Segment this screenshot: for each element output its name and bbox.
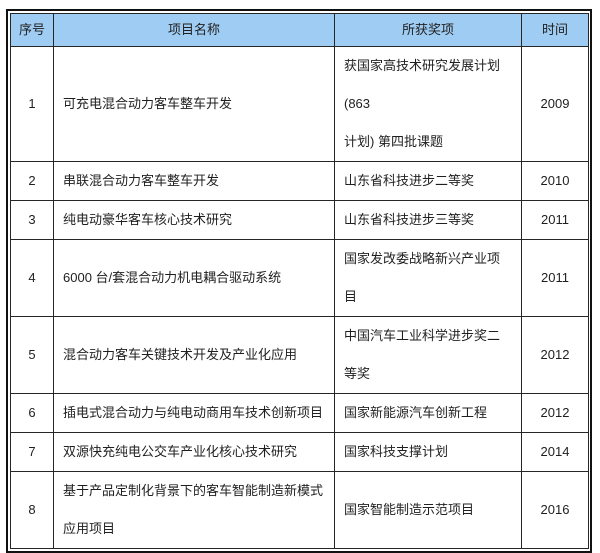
awards-table-frame: 序号 项目名称 所获奖项 时间 1 可充电混合动力客车整车开发 获国家高技术研究发展… (6, 9, 592, 553)
column-header-year: 时间 (521, 13, 589, 47)
cell-award: 国家智能制造示范项目 (334, 471, 522, 549)
table-row: 3 纯电动豪华客车核心技术研究 山东省科技进步三等奖 2011 (10, 200, 589, 240)
cell-year: 2011 (521, 200, 589, 240)
cell-award: 国家新能源汽车创新工程 (334, 393, 522, 433)
cell-index: 8 (10, 471, 54, 549)
column-header-award: 所获奖项 (334, 13, 522, 47)
table-row: 5 混合动力客车关键技术开发及产业化应用 中国汽车工业科学进步奖二等奖 2012 (10, 316, 589, 394)
cell-award: 山东省科技进步三等奖 (334, 200, 522, 240)
cell-name: 6000 台/套混合动力机电耦合驱动系统 (53, 239, 335, 317)
table-header: 序号 项目名称 所获奖项 时间 (10, 13, 589, 47)
cell-award: 获国家高技术研究发展计划(863 计划) 第四批课题 (334, 46, 522, 162)
cell-name: 基于产品定制化背景下的客车智能制造新模式 应用项目 (53, 471, 335, 549)
cell-name: 纯电动豪华客车核心技术研究 (53, 200, 335, 240)
cell-index: 5 (10, 316, 54, 394)
cell-index: 6 (10, 393, 54, 433)
cell-award: 山东省科技进步二等奖 (334, 161, 522, 201)
cell-index: 2 (10, 161, 54, 201)
table-row: 8 基于产品定制化背景下的客车智能制造新模式 应用项目 国家智能制造示范项目 2016 (10, 471, 589, 549)
cell-name: 双源快充纯电公交车产业化核心技术研究 (53, 432, 335, 472)
cell-index: 4 (10, 239, 54, 317)
cell-name: 插电式混合动力与纯电动商用车技术创新项目 (53, 393, 335, 433)
cell-year: 2014 (521, 432, 589, 472)
column-header-name: 项目名称 (53, 13, 335, 47)
cell-award: 国家科技支撑计划 (334, 432, 522, 472)
table-row: 1 可充电混合动力客车整车开发 获国家高技术研究发展计划(863 计划) 第四批课题… (10, 46, 589, 162)
cell-year: 2012 (521, 393, 589, 433)
cell-name: 串联混合动力客车整车开发 (53, 161, 335, 201)
header-row: 序号 项目名称 所获奖项 时间 (10, 13, 589, 47)
cell-award: 国家发改委战略新兴产业项目 (334, 239, 522, 317)
cell-year: 2012 (521, 316, 589, 394)
cell-year: 2009 (521, 46, 589, 162)
cell-year: 2016 (521, 471, 589, 549)
cell-name: 可充电混合动力客车整车开发 (53, 46, 335, 162)
table-row: 2 串联混合动力客车整车开发 山东省科技进步二等奖 2010 (10, 161, 589, 201)
table-row: 6 插电式混合动力与纯电动商用车技术创新项目 国家新能源汽车创新工程 2012 (10, 393, 589, 433)
cell-index: 3 (10, 200, 54, 240)
cell-index: 7 (10, 432, 54, 472)
awards-table: 序号 项目名称 所获奖项 时间 1 可充电混合动力客车整车开发 获国家高技术研究发展… (10, 13, 589, 549)
table-row: 7 双源快充纯电公交车产业化核心技术研究 国家科技支撑计划 2014 (10, 432, 589, 472)
table-row: 4 6000 台/套混合动力机电耦合驱动系统 国家发改委战略新兴产业项目 2011 (10, 239, 589, 317)
cell-award: 中国汽车工业科学进步奖二等奖 (334, 316, 522, 394)
cell-year: 2010 (521, 161, 589, 201)
cell-year: 2011 (521, 239, 589, 317)
cell-name: 混合动力客车关键技术开发及产业化应用 (53, 316, 335, 394)
column-header-index: 序号 (10, 13, 54, 47)
cell-index: 1 (10, 46, 54, 162)
table-body: 1 可充电混合动力客车整车开发 获国家高技术研究发展计划(863 计划) 第四批课题… (10, 46, 589, 549)
